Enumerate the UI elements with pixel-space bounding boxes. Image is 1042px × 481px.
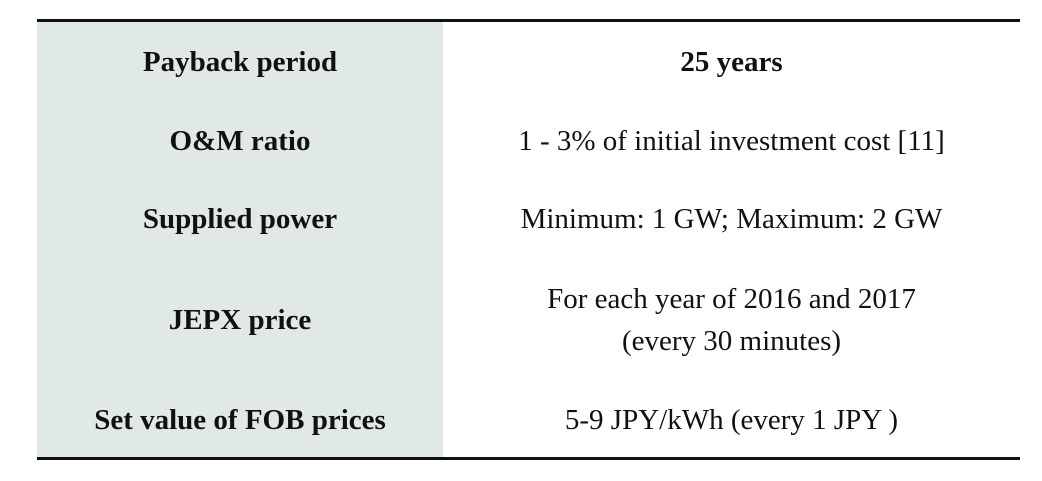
- table-row: Supplied power Minimum: 1 GW; Maximum: 2 …: [37, 180, 1020, 258]
- bottom-rule: [37, 457, 1020, 460]
- value-line: 5-9 JPY/kWh (every 1 JPY ): [564, 404, 899, 436]
- row-value: 1 - 3% of initial investment cost [11]: [443, 120, 1020, 162]
- row-label: Supplied power: [142, 202, 338, 235]
- table-row: Payback period 25 years: [37, 22, 1020, 102]
- label-column-background: [37, 22, 443, 458]
- row-value: For each year of 2016 and 2017 (every 30 …: [443, 278, 1020, 362]
- value-line: Minimum: 1 GW; Maximum: 2 GW: [520, 203, 943, 235]
- row-label: Payback period: [142, 45, 338, 78]
- row-value: 25 years: [443, 41, 1020, 83]
- row-value: 5-9 JPY/kWh (every 1 JPY ): [443, 399, 1020, 441]
- table-row: O&M ratio 1 - 3% of initial investment co…: [37, 102, 1020, 180]
- value-line: For each year of 2016 and 2017: [547, 283, 916, 315]
- table-row: JEPX price For each year of 2016 and 2017…: [37, 258, 1020, 382]
- row-label: Set value of FOB prices: [94, 403, 386, 436]
- table-row: Set value of FOB prices 5-9 JPY/kWh (ever…: [37, 382, 1020, 458]
- row-label: JEPX price: [168, 303, 312, 336]
- value-line: 1 - 3% of initial investment cost [11]: [518, 125, 945, 157]
- row-label: O&M ratio: [169, 124, 311, 157]
- value-line: 25 years: [680, 46, 783, 78]
- value-line: (every 30 minutes): [621, 325, 842, 357]
- row-value: Minimum: 1 GW; Maximum: 2 GW: [443, 198, 1020, 240]
- top-rule: [37, 19, 1020, 22]
